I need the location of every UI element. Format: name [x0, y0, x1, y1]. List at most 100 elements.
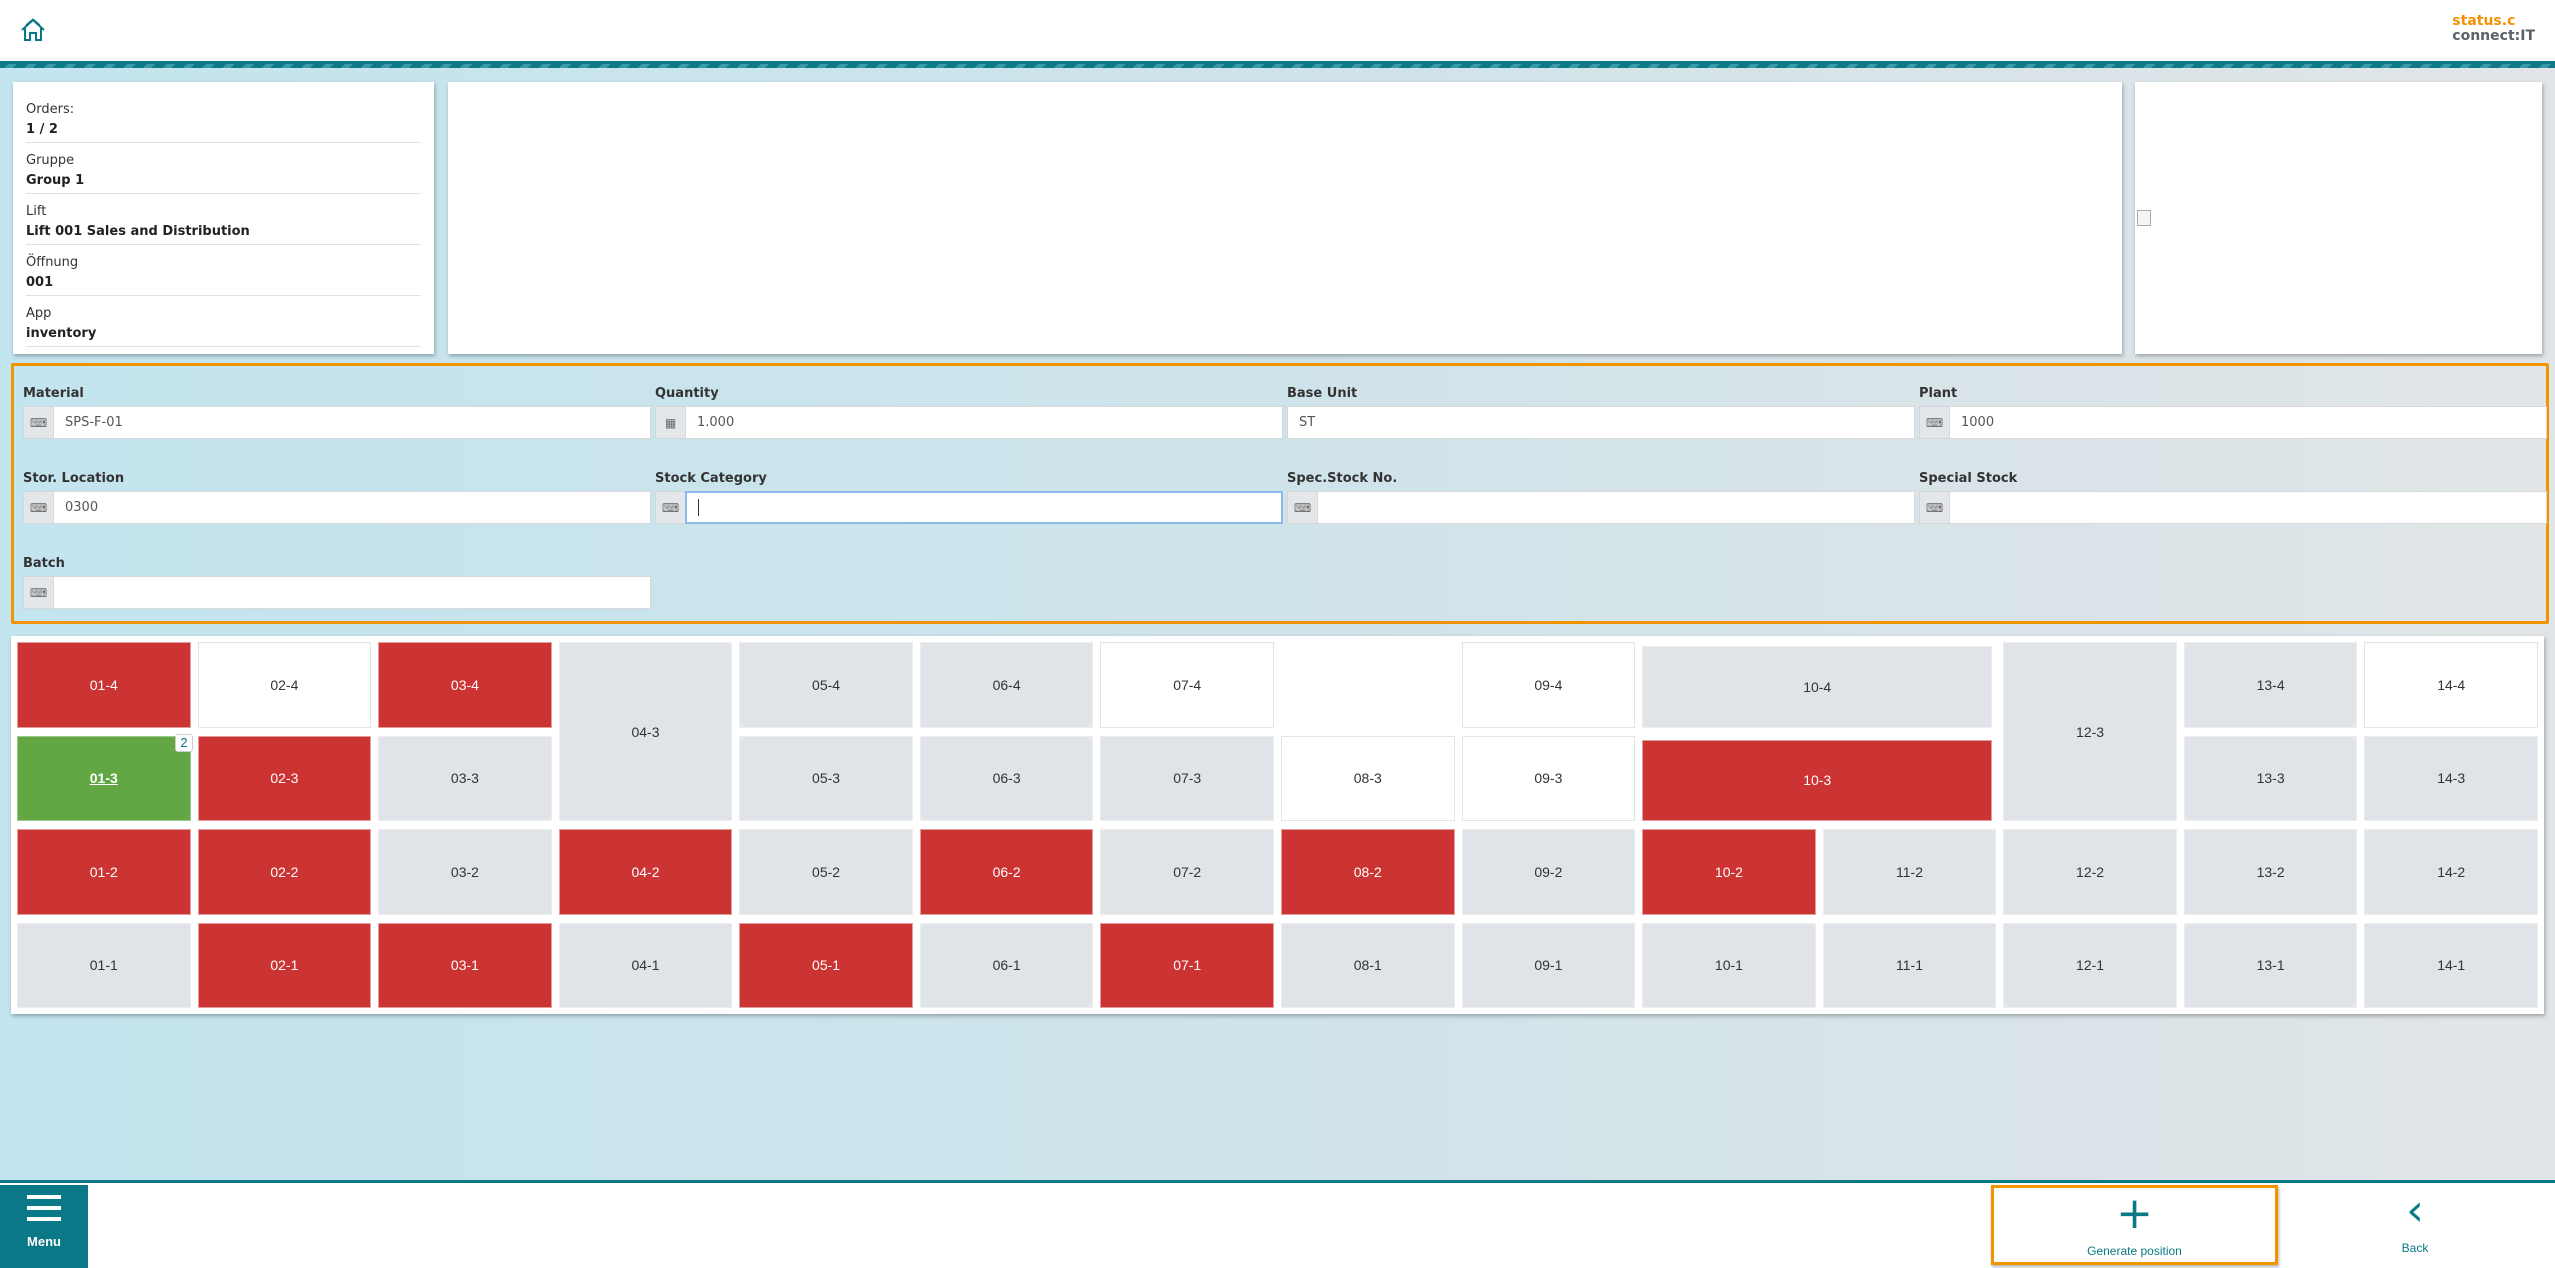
compartment-10-1[interactable]: 10-1	[1642, 922, 1816, 1008]
compartment-13-4[interactable]: 13-4	[2183, 642, 2358, 728]
compartment-label: 09-2	[1534, 863, 1563, 880]
base-unit-input[interactable]: ST	[1287, 406, 1915, 439]
compartment-14-1[interactable]: 14-1	[2364, 922, 2538, 1008]
stor-location-input[interactable]: 0300	[53, 491, 651, 524]
menu-button[interactable]: Menu	[0, 1185, 88, 1268]
compartment-09-4[interactable]: 09-4	[1461, 642, 1636, 728]
compartment-04-3[interactable]: 04-3	[558, 642, 733, 821]
compartment-02-1[interactable]: 02-1	[197, 922, 372, 1008]
stock-category-input[interactable]	[685, 491, 1283, 524]
compartment-01-4[interactable]: 01-4	[17, 642, 191, 728]
spec-stock-no-input[interactable]	[1317, 491, 1915, 524]
compartment-05-1[interactable]: 05-1	[739, 922, 913, 1008]
chevron-left-icon: ‹	[2406, 1185, 2424, 1236]
compartment-09-1[interactable]: 09-1	[1461, 922, 1636, 1008]
keyboard-icon[interactable]: ⌨	[23, 576, 53, 609]
compartment-08-3[interactable]: 08-3	[1280, 735, 1455, 821]
compartment-04-1[interactable]: 04-1	[558, 922, 733, 1008]
base-unit-label: Base Unit	[1287, 386, 1358, 401]
plant-input[interactable]: 1000	[1949, 406, 2547, 439]
compartment-label: 14-2	[2437, 863, 2466, 880]
keyboard-icon[interactable]: ⌨	[23, 491, 53, 524]
orders-label: Orders:	[26, 102, 75, 117]
compartment-02-2[interactable]: 02-2	[197, 829, 372, 915]
material-field: Material ⌨ SPS-F-01	[23, 386, 651, 439]
compartment-05-3[interactable]: 05-3	[739, 735, 913, 821]
compartment-label: 03-4	[450, 676, 479, 693]
compartment-13-1[interactable]: 13-1	[2183, 922, 2358, 1008]
generate-position-button[interactable]: + Generate position	[1991, 1185, 2278, 1265]
compartment-label: 11-2	[1896, 863, 1923, 880]
compartment-03-2[interactable]: 03-2	[378, 829, 552, 915]
orders-value: 1 / 2	[26, 122, 58, 137]
compartment-03-3[interactable]: 03-3	[378, 735, 552, 821]
compartment-06-3[interactable]: 06-3	[919, 735, 1094, 821]
compartment-11-2[interactable]: 11-2	[1822, 829, 1997, 915]
calculator-icon[interactable]: ▦	[655, 406, 685, 439]
keyboard-icon[interactable]: ⌨	[655, 491, 685, 524]
compartment-01-1[interactable]: 01-1	[17, 922, 191, 1008]
compartment-14-4[interactable]: 14-4	[2364, 642, 2538, 728]
stock-category-field: Stock Category ⌨	[655, 471, 1283, 524]
compartment-label: 05-3	[812, 770, 841, 787]
material-input[interactable]: SPS-F-01	[53, 406, 651, 439]
compartment-label: 14-1	[2437, 957, 2466, 974]
compartment-06-1[interactable]: 06-1	[919, 922, 1094, 1008]
compartment-07-1[interactable]: 07-1	[1100, 922, 1274, 1008]
compartment-07-4[interactable]: 07-4	[1100, 642, 1274, 728]
compartment-06-4[interactable]: 06-4	[919, 642, 1094, 728]
compartment-10-4[interactable]: 10-4	[1642, 646, 1993, 728]
compartment-01-3[interactable]: 01-3 2	[17, 733, 193, 821]
keyboard-icon[interactable]: ⌨	[1287, 491, 1317, 524]
base-unit-field: Base Unit ST	[1287, 386, 1915, 439]
compartment-12-3[interactable]: 12-3	[2003, 642, 2177, 821]
compartment-05-4[interactable]: 05-4	[739, 642, 913, 728]
compartment-11-1[interactable]: 11-1	[1822, 922, 1997, 1008]
compartment-08-2[interactable]: 08-2	[1280, 829, 1455, 915]
quantity-field: Quantity ▦ 1.000	[655, 386, 1283, 439]
keyboard-icon[interactable]: ⌨	[23, 406, 53, 439]
compartment-12-1[interactable]: 12-1	[2003, 922, 2177, 1008]
compartment-label: 13-3	[2256, 770, 2285, 787]
compartment-label: 07-2	[1173, 863, 1202, 880]
compartment-label: 02-3	[270, 770, 299, 787]
compartment-12-2[interactable]: 12-2	[2003, 829, 2177, 915]
keyboard-icon[interactable]: ⌨	[1919, 406, 1949, 439]
compartment-07-2[interactable]: 07-2	[1100, 829, 1274, 915]
compartment-08-1[interactable]: 08-1	[1280, 922, 1455, 1008]
spec-stock-no-label: Spec.Stock No.	[1287, 471, 1398, 486]
compartment-10-2[interactable]: 10-2	[1642, 829, 1816, 915]
compartment-04-2[interactable]: 04-2	[558, 829, 733, 915]
compartment-14-2[interactable]: 14-2	[2364, 829, 2538, 915]
compartment-01-2[interactable]: 01-2	[17, 829, 191, 915]
compartment-02-4[interactable]: 02-4	[197, 642, 372, 728]
compartment-05-2[interactable]: 05-2	[739, 829, 913, 915]
compartment-03-1[interactable]: 03-1	[378, 922, 552, 1008]
special-stock-input[interactable]	[1949, 491, 2547, 524]
compartment-09-3[interactable]: 09-3	[1461, 735, 1636, 821]
home-icon[interactable]	[20, 18, 46, 42]
compartment-09-2[interactable]: 09-2	[1461, 829, 1636, 915]
compartment-06-2[interactable]: 06-2	[919, 829, 1094, 915]
batch-input[interactable]	[53, 576, 651, 609]
compartment-14-3[interactable]: 14-3	[2364, 735, 2538, 821]
back-button[interactable]: ‹ Back	[2330, 1185, 2500, 1265]
progress-stripe	[0, 61, 2555, 68]
quantity-input[interactable]: 1.000	[685, 406, 1283, 439]
keyboard-icon[interactable]: ⌨	[1919, 491, 1949, 524]
plant-value: 1000	[1961, 415, 1995, 430]
compartment-label: 01-3	[89, 770, 118, 787]
compartment-label: 04-1	[631, 957, 660, 974]
compartment-label: 06-1	[992, 957, 1021, 974]
compartment-label: 12-3	[2076, 723, 2105, 740]
compartment-13-2[interactable]: 13-2	[2183, 829, 2358, 915]
compartment-13-3[interactable]: 13-3	[2183, 735, 2358, 821]
compartment-02-3[interactable]: 02-3	[197, 735, 372, 821]
compartment-label: 10-2	[1714, 863, 1743, 880]
generate-position-label: Generate position	[2087, 1244, 2182, 1258]
compartment-07-3[interactable]: 07-3	[1100, 735, 1274, 821]
compartment-label: 13-2	[2256, 863, 2285, 880]
compartment-03-4[interactable]: 03-4	[378, 642, 552, 728]
compartment-10-3[interactable]: 10-3	[1642, 739, 1993, 821]
compartment-label: 03-1	[450, 957, 479, 974]
